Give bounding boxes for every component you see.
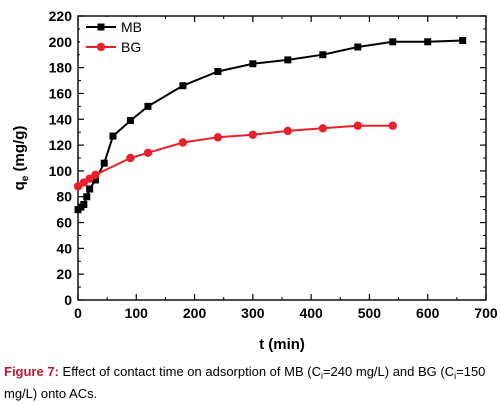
y-axis-title-sub: e	[20, 175, 31, 181]
x-tick-label: 700	[474, 305, 498, 321]
data-point-mb	[86, 185, 94, 193]
data-point-mb	[319, 51, 327, 59]
caption-sub-1: i	[320, 371, 323, 381]
y-tick-label: 40	[56, 240, 72, 256]
legend-label-bg: BG	[121, 39, 141, 55]
caption-text-2: =240 mg/L) and BG (C	[322, 364, 455, 379]
data-point-bg	[318, 124, 327, 133]
data-point-mb	[354, 43, 362, 51]
x-tick-label: 100	[125, 305, 149, 321]
x-tick-label: 400	[299, 305, 323, 321]
data-point-mb	[100, 159, 108, 167]
data-point-bg	[178, 138, 188, 147]
data-point-bg	[91, 170, 100, 179]
legend-marker-mb	[97, 23, 105, 31]
y-tick-label: 140	[49, 111, 73, 127]
data-point-mb	[126, 117, 134, 125]
figure-caption: Figure 7: Effect of contact time on adso…	[4, 363, 496, 402]
data-point-bg	[213, 133, 223, 142]
y-tick-labels: 0 20 40 60 80 100 120 140 160 180 200 220	[49, 8, 73, 308]
y-tick-label: 180	[49, 60, 73, 76]
data-point-mb	[249, 60, 257, 68]
series-bg	[73, 121, 397, 191]
data-point-bg	[248, 130, 258, 139]
legend-label-mb: MB	[121, 19, 142, 35]
x-tick-label: 0	[74, 305, 82, 321]
series-mb	[74, 37, 467, 214]
data-point-mb	[179, 82, 187, 90]
x-tick-label: 600	[416, 305, 440, 321]
y-tick-label: 20	[56, 266, 72, 282]
kinetics-chart: 0 100 200 300 400 500 600 700 0 20 40 60 80 100 120 14…	[11, 8, 498, 353]
series-line-bg	[77, 124, 393, 188]
data-point-mb	[389, 38, 397, 46]
legend-marker-bg	[96, 42, 106, 52]
data-point-bg	[353, 121, 362, 130]
y-tick-label: 60	[56, 215, 72, 231]
data-point-bg	[388, 121, 397, 130]
x-tick-label: 300	[241, 305, 265, 321]
y-tick-label: 220	[49, 8, 73, 24]
caption-text-1: Effect of contact time on adsorption of …	[58, 364, 321, 379]
series-line-mb	[77, 39, 463, 211]
data-point-mb	[424, 38, 432, 46]
series-layer	[73, 37, 467, 214]
legend-box	[80, 17, 154, 59]
data-point-bg	[283, 126, 293, 136]
caption-sub-2: i	[454, 371, 457, 381]
y-tick-label: 200	[49, 34, 73, 50]
data-point-mb	[83, 193, 91, 201]
y-tick-label: 100	[49, 163, 73, 179]
y-axis-title: qe (mg/g)	[11, 126, 31, 191]
data-point-mb	[284, 56, 292, 64]
x-tick-labels: 0 100 200 300 400 500 600 700	[74, 305, 498, 321]
data-point-mb	[214, 68, 222, 76]
x-tick-label: 200	[183, 305, 207, 321]
data-point-mb	[91, 176, 99, 184]
data-point-mb	[80, 200, 88, 208]
y-tick-label: 80	[56, 189, 72, 205]
y-axis-title-main: q	[11, 181, 28, 190]
y-tick-label: 120	[49, 137, 73, 153]
data-point-bg	[143, 148, 153, 158]
y-axis-title-unit: (mg/g)	[11, 126, 28, 176]
x-tick-label: 500	[358, 305, 382, 321]
data-point-mb	[459, 37, 467, 45]
legend: MB BG	[80, 17, 154, 59]
data-point-bg	[126, 153, 135, 163]
y-tick-label: 160	[49, 85, 73, 101]
x-axis-title: t (min)	[259, 336, 305, 353]
data-point-mb	[144, 102, 152, 110]
y-tick-label: 0	[64, 292, 72, 308]
caption-label: Figure 7:	[4, 364, 59, 379]
caption-text-3: =150 mg/L) onto ACs.	[4, 364, 486, 401]
data-point-mb	[109, 132, 117, 140]
